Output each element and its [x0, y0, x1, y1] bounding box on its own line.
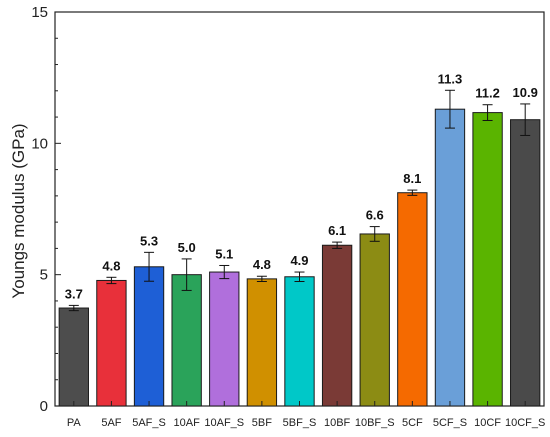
x-tick-label: 10CF_S — [505, 417, 545, 429]
x-tick-label: 10BF_S — [355, 417, 395, 429]
x-tick-label: 10AF — [174, 417, 201, 429]
bar — [171, 274, 202, 407]
x-tick-label: 5CF — [402, 417, 423, 429]
bar — [472, 112, 503, 407]
bar — [284, 276, 315, 407]
x-tick-label: 5AF — [101, 417, 121, 429]
data-label: 6.1 — [328, 223, 346, 238]
data-label: 4.9 — [290, 253, 308, 268]
data-label: 3.7 — [65, 286, 83, 301]
bar — [246, 278, 278, 407]
data-label: 8.1 — [403, 171, 421, 186]
x-tick-label: 5BF — [252, 417, 272, 429]
x-tick-label: PA — [67, 417, 82, 429]
data-label: 5.0 — [178, 240, 196, 255]
x-tick-label: 5CF_S — [433, 417, 467, 429]
data-label: 4.8 — [102, 258, 120, 273]
data-label: 6.6 — [366, 208, 384, 223]
data-label: 5.3 — [140, 233, 158, 248]
y-tick-label: 10 — [31, 135, 48, 152]
y-tick-label: 15 — [31, 4, 48, 21]
bar — [397, 192, 428, 407]
x-tick-label: 10CF — [474, 417, 501, 429]
x-tick-label: 10AF_S — [204, 417, 244, 429]
bar — [58, 307, 89, 407]
bar — [510, 119, 541, 407]
plot-area: 0 5 10 15 3.7 PA 4.8 5AF 5.3 5AF_S 5.0 10AF 5.1 10AF_… — [31, 4, 545, 429]
bar — [96, 279, 127, 407]
bar — [434, 108, 466, 407]
bar — [359, 233, 390, 407]
y-tick-label: 0 — [40, 398, 48, 415]
bar — [321, 244, 353, 407]
data-label: 10.9 — [513, 85, 538, 100]
x-tick-label: 10BF — [324, 417, 351, 429]
y-tick-label: 5 — [40, 267, 48, 284]
x-tick-label: 5AF_S — [132, 417, 166, 429]
y-axis-label: Youngs modulus (GPa) — [9, 123, 28, 298]
data-label: 5.1 — [215, 246, 233, 261]
bar — [209, 271, 240, 407]
data-label: 11.2 — [475, 86, 500, 101]
bar — [133, 266, 165, 407]
data-label: 4.8 — [253, 257, 271, 272]
data-label: 11.3 — [438, 71, 463, 86]
x-tick-label: 5BF_S — [283, 417, 317, 429]
